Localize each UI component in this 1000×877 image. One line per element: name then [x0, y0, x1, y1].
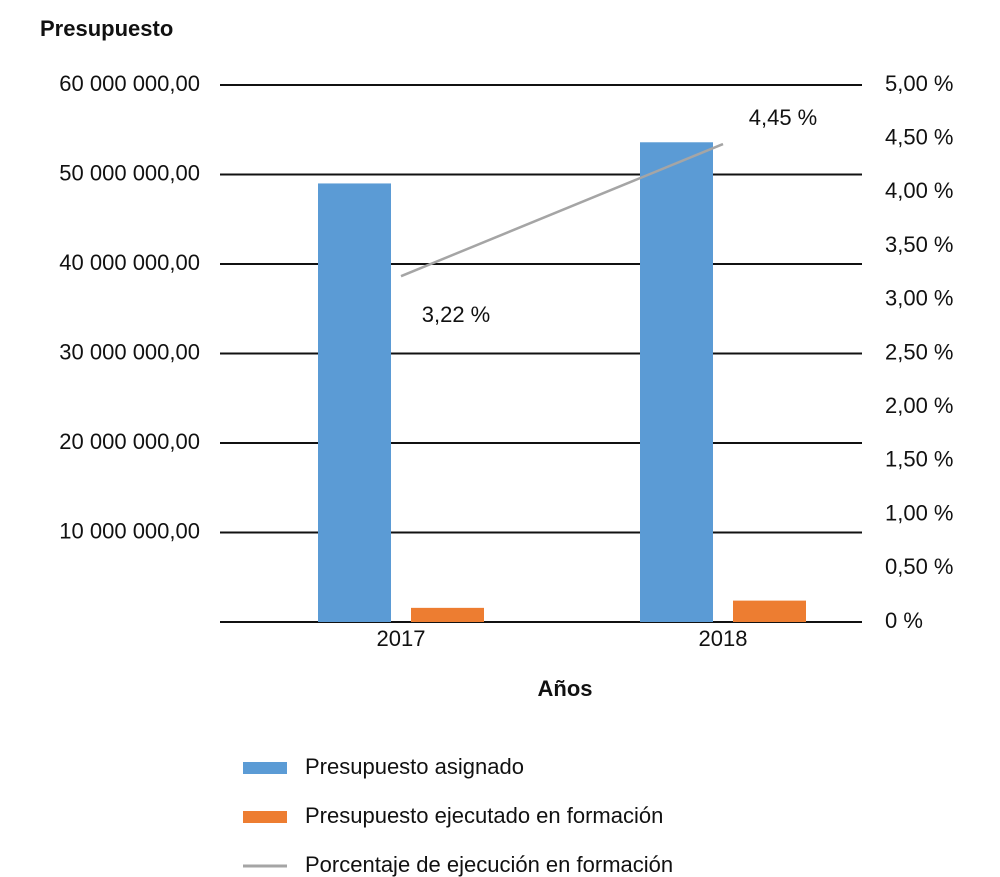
y-tick-label: 30 000 000,00	[59, 339, 200, 364]
x-tick-label: 2017	[377, 626, 426, 651]
y2-tick-label: 0 %	[885, 608, 923, 633]
y2-tick-label: 5,00 %	[885, 71, 954, 96]
bar	[318, 183, 391, 622]
y2-tick-label: 1,50 %	[885, 447, 954, 472]
y-tick-label: 20 000 000,00	[59, 429, 200, 454]
legend-label: Porcentaje de ejecución en formación	[305, 852, 673, 877]
line	[400, 142, 724, 278]
legend-swatch	[243, 811, 287, 823]
y2-tick-label: 4,00 %	[885, 178, 954, 203]
y-tick-label: 50 000 000,00	[59, 160, 200, 185]
bar	[733, 600, 806, 622]
y2-tick-label: 2,00 %	[885, 393, 954, 418]
y2-tick-label: 0,50 %	[885, 554, 954, 579]
y2-tick-label: 3,50 %	[885, 232, 954, 257]
y-tick-label: 60 000 000,00	[59, 71, 200, 96]
legend-label: Presupuesto ejecutado en formación	[305, 803, 663, 828]
y2-tick-label: 1,00 %	[885, 500, 954, 525]
x-axis-title: Años	[538, 676, 593, 701]
legend-swatch	[243, 762, 287, 774]
legend-label: Presupuesto asignado	[305, 754, 524, 779]
x-tick-label: 2018	[699, 626, 748, 651]
y2-tick-label: 3,00 %	[885, 286, 954, 311]
bar	[411, 607, 484, 622]
bar	[640, 142, 713, 622]
y2-tick-label: 2,50 %	[885, 339, 954, 364]
y-axis-title: Presupuesto	[40, 16, 173, 41]
data-label: 4,45 %	[749, 105, 818, 130]
y2-tick-label: 4,50 %	[885, 125, 954, 150]
data-label: 3,22 %	[422, 302, 491, 327]
y-tick-label: 40 000 000,00	[59, 250, 200, 275]
y-tick-label: 10 000 000,00	[59, 518, 200, 543]
